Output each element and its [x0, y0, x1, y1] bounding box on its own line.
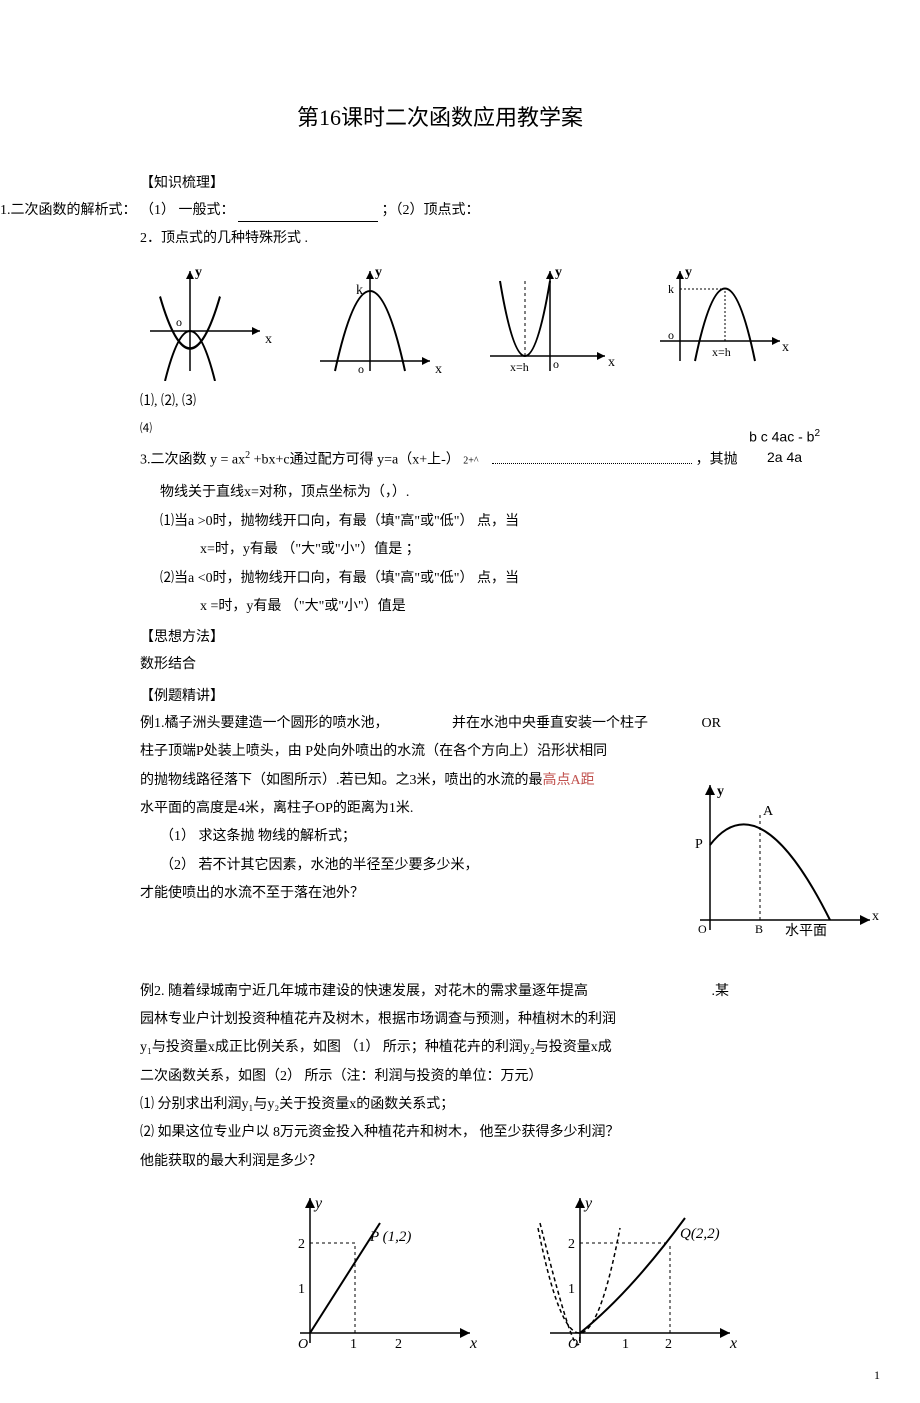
frac-top: b c 4ac - b2: [749, 428, 820, 445]
graph-quadratic: O 1 2 1 2 y x Q(2,2): [530, 1183, 750, 1363]
item3-sub1b: x=时，y有最 （"大"或"小"）值是 ；: [140, 539, 880, 561]
svg-text:y: y: [195, 265, 202, 280]
item3-sub2b: x =时，y有最 （"大"或"小"）值是: [140, 596, 880, 618]
blank-general: [238, 207, 378, 222]
ex2-q1: ⑴ 分别求出利润y₁与y₂关于投资量x的函数关系式；: [140, 1094, 880, 1116]
forms-list-1: ⑴, ⑵, ⑶: [140, 391, 880, 413]
ex2-l4: 二次函数关系，如图（2） 所示（注：利润与投资的单位：万元）: [140, 1066, 880, 1088]
graph-linear: O 1 2 1 2 y x P (1,2): [270, 1183, 490, 1363]
content: 【知识梳理】 1.二次函数的解析式： （1） 一般式： ；（2）顶点式： 2．顶…: [0, 172, 880, 1363]
ex2-graphs: O 1 2 1 2 y x P (1,2): [140, 1183, 880, 1363]
svg-text:Q(2,2): Q(2,2): [680, 1226, 720, 1242]
item3-sub2: ⑵当a <0时，抛物线开口向，有最（填"高"或"低"） 点，当: [140, 568, 880, 590]
graph-3: x y o x=h: [480, 261, 620, 381]
ex2-l3: y₁与投资量x成正比例关系，如图 （1） 所示；种植花卉的利润y₂与投资量x成: [140, 1037, 880, 1059]
graph-2: x y o k: [310, 261, 450, 381]
svg-text:B: B: [755, 922, 763, 936]
item3-formula: b c 4ac - b2 2a 4a 3.二次函数 y = ax2 +bx+c通…: [140, 448, 880, 472]
svg-text:y: y: [555, 265, 562, 280]
svg-text:2: 2: [665, 1337, 672, 1352]
svg-text:1: 1: [298, 1282, 305, 1297]
svg-text:o: o: [553, 357, 559, 371]
item3-pre: 3.二次函数 y = ax: [140, 453, 245, 468]
svg-text:x: x: [782, 340, 789, 355]
svg-text:x=h: x=h: [510, 360, 529, 374]
section-knowledge: 【知识梳理】: [140, 172, 880, 192]
page-title: 第16课时二次函数应用教学案: [0, 100, 880, 132]
item1b: ；（2）顶点式：: [382, 203, 480, 218]
svg-text:1: 1: [622, 1337, 629, 1352]
svg-text:y: y: [717, 784, 724, 799]
fountain-graph: P A O B y x 水平面: [660, 770, 880, 955]
item1-label: 1.二次函数的解析式：: [0, 200, 137, 222]
svg-text:A: A: [763, 804, 774, 819]
section-method: 【思想方法】: [140, 626, 880, 646]
item3-sub1: ⑴当a >0时，抛物线开口向，有最（填"高"或"低"） 点，当: [140, 511, 880, 533]
svg-text:2: 2: [298, 1237, 305, 1252]
svg-text:O: O: [568, 1337, 578, 1352]
frac-bot: 2a 4a: [749, 449, 820, 465]
svg-text:x: x: [435, 362, 442, 377]
svg-text:o: o: [668, 328, 674, 342]
ex2-l1: 例2. 随着绿城南宁近几年城市建设的快速发展，对花木的需求量逐年提高 .某: [140, 981, 880, 1003]
ex2-q3: 他能获取的最大利润是多少？: [140, 1151, 880, 1173]
vertex-form-graphs: x y o x y o k: [140, 261, 880, 381]
svg-text:x: x: [729, 1335, 737, 1352]
ex1-l1: 例1.橘子洲头要建造一个圆形的喷水池， 并在水池中央垂直安装一个柱子 OR: [140, 713, 880, 735]
svg-text:O: O: [698, 922, 707, 936]
svg-text:x: x: [608, 355, 615, 370]
ex2-l2: 园林专业户计划投资种植花卉及树木，根据市场调查与预测，种植树木的利润: [140, 1009, 880, 1031]
svg-text:x=h: x=h: [712, 345, 731, 359]
svg-text:y: y: [583, 1195, 593, 1212]
item1a: （1） 一般式：: [140, 203, 235, 218]
svg-text:y: y: [313, 1195, 323, 1212]
svg-text:水平面: 水平面: [785, 923, 827, 939]
svg-text:o: o: [358, 362, 364, 376]
item3-suffix: 2+^: [463, 456, 478, 467]
svg-text:2: 2: [395, 1337, 402, 1352]
ex2-q2: ⑵ 如果这位专业户以 8万元资金投入种植花卉和树木， 他至少获得多少利润？: [140, 1122, 880, 1144]
svg-text:k: k: [668, 282, 674, 296]
graph-1: x y o: [140, 261, 280, 381]
item3-mid: +bx+c通过配方可得 y=a（x+上-）: [254, 453, 460, 468]
fraction: b c 4ac - b2 2a 4a: [749, 428, 820, 465]
graph-4: x y o k x=h: [650, 261, 790, 381]
svg-text:1: 1: [568, 1282, 575, 1297]
svg-text:x: x: [872, 909, 879, 924]
svg-text:2: 2: [568, 1237, 575, 1252]
svg-text:y: y: [685, 265, 692, 280]
method-body: 数形结合: [140, 654, 880, 676]
item3-end: ，其抛: [696, 453, 738, 468]
svg-text:P (1,2): P (1,2): [369, 1229, 411, 1245]
svg-text:P: P: [695, 837, 703, 852]
svg-text:x: x: [265, 332, 272, 347]
svg-text:O: O: [298, 1337, 308, 1352]
page-number: 1: [874, 1368, 880, 1383]
svg-text:o: o: [176, 315, 182, 329]
section-examples: 【例题精讲】: [140, 685, 880, 705]
item2: 2．顶点式的几种特殊形式 .: [140, 228, 880, 250]
svg-text:1: 1: [350, 1337, 357, 1352]
item3-line2: 物线关于直线x=对称，顶点坐标为（，）.: [140, 482, 880, 504]
svg-text:x: x: [469, 1335, 477, 1352]
svg-text:y: y: [375, 265, 382, 280]
ex1-l2: 柱子顶端P处装上喷头，由 P处向外喷出的水流（在各个方向上）沿形状相同: [140, 741, 880, 763]
